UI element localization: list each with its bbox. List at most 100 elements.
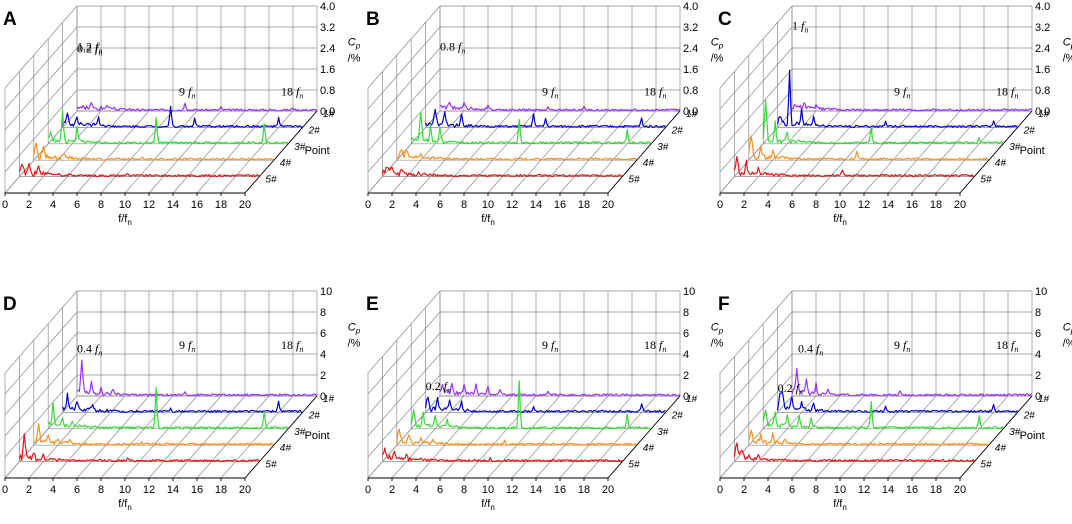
z-axis-title: Cp	[348, 321, 361, 335]
annotation-label: 1 fn	[792, 19, 808, 35]
x-tick-label: 0	[717, 484, 723, 496]
point-label: 5#	[628, 175, 640, 186]
point-label: 5#	[980, 175, 992, 186]
floor-gridline	[583, 395, 657, 479]
series-line-2#	[62, 392, 303, 413]
floor-gridline	[172, 395, 246, 479]
annotation-symbol: f	[551, 84, 556, 98]
x-tick-label: 14	[167, 199, 179, 211]
x-tick-label: 6	[74, 199, 80, 211]
side-wall-gridline	[4, 353, 78, 437]
annotation-sub: n	[1014, 91, 1018, 100]
side-wall-gridline	[719, 395, 793, 479]
floor-gridline	[463, 395, 537, 479]
floor-gridline	[911, 110, 985, 194]
floor-gridline	[887, 395, 961, 479]
floor-gridline	[743, 395, 817, 479]
side-wall-gridline	[367, 353, 441, 437]
floor-gridline	[767, 395, 841, 479]
point-label: 2#	[308, 410, 321, 421]
point-label: 1#	[323, 109, 335, 120]
annotation-symbol: f	[296, 338, 301, 352]
annotation-sub: n	[191, 345, 195, 354]
z-axis-title-sub: p	[1070, 41, 1072, 50]
point-label: 4#	[280, 158, 292, 169]
side-wall-gridline	[719, 332, 793, 416]
point-label: 1#	[1038, 394, 1050, 405]
series-line-3#	[47, 110, 289, 145]
point-label: 3#	[657, 142, 669, 153]
annotation-symbol: f	[816, 342, 821, 356]
floor-gridline	[559, 395, 633, 479]
point-label: 2#	[1023, 410, 1036, 421]
annotation-symbol: f	[444, 379, 449, 393]
side-wall-gridline	[367, 47, 441, 131]
floor-gridline	[415, 395, 489, 479]
z-tick-label: 1.6	[320, 64, 335, 76]
z-tick-label: 0.0	[683, 106, 698, 118]
depth-axis-title: Point	[1020, 430, 1045, 442]
point-label: 4#	[280, 443, 292, 454]
annotation-sub: n	[662, 345, 666, 354]
depth-axis	[959, 110, 1033, 194]
series-line-2#	[777, 391, 1019, 413]
x-tick-label: 20	[954, 199, 966, 211]
annotation-label: 9 fn	[179, 84, 195, 100]
series-line-4#	[396, 428, 638, 446]
floor-gridline	[28, 395, 102, 479]
point-label: 3#	[294, 427, 306, 438]
x-tick-label: 6	[437, 484, 443, 496]
z-axis-title: Cp	[711, 36, 724, 50]
series-line-5#	[381, 166, 623, 178]
panel-letter: D	[3, 294, 17, 315]
x-tick-label: 14	[882, 484, 894, 496]
z-tick-label: 2.4	[1035, 43, 1050, 55]
annotation-label: 0.4 fn	[798, 342, 823, 358]
x-tick-label: 0	[2, 199, 8, 211]
panel-A: A 0 2 4 6 8 10 12 14 16 18 20 f/fn 0.0 0.8 1.6 2.4 3.2 4.0…	[2, 1, 361, 227]
panel-letter: C	[718, 9, 732, 30]
x-tick-label: 2	[389, 484, 395, 496]
side-wall-gridline	[719, 353, 793, 437]
side-wall-gridline	[4, 290, 78, 374]
x-tick-label: 14	[530, 484, 542, 496]
annotation-symbol: f	[1011, 84, 1016, 98]
panel-letter: F	[718, 294, 730, 315]
series-line-1#	[791, 102, 1032, 112]
annotation-sub: n	[554, 345, 558, 354]
point-label: 3#	[1009, 427, 1021, 438]
x-tick-label: 6	[437, 199, 443, 211]
annotation-label: 18 fn	[644, 84, 666, 100]
z-tick-label: 6	[320, 328, 326, 340]
z-tick-label: 4	[320, 349, 326, 361]
annotation-label: 18 fn	[281, 84, 303, 100]
annotation-symbol: f	[95, 41, 100, 55]
annotation-sub: n	[554, 91, 558, 100]
annotation-sub: n	[1014, 345, 1018, 354]
z-tick-label: 10	[1035, 286, 1047, 298]
x-tick-label: 4	[765, 199, 771, 211]
x-axis-title-sub: n	[127, 503, 131, 512]
z-tick-label: 2	[683, 370, 689, 382]
floor-gridline	[559, 110, 633, 194]
z-tick-label: 4.0	[320, 1, 335, 13]
z-axis-title-sub: p	[1070, 326, 1072, 335]
side-wall-gridline	[4, 47, 78, 131]
z-tick-label: 10	[683, 286, 695, 298]
depth-axis	[607, 110, 681, 194]
annotation-symbol: f	[659, 338, 664, 352]
floor-gridline	[148, 395, 222, 479]
side-wall-gridline	[4, 332, 78, 416]
z-tick-label: 3.2	[320, 22, 335, 34]
annotation-label: 0.2 fn	[426, 379, 451, 395]
x-tick-label: 10	[482, 199, 494, 211]
floor-gridline	[220, 110, 294, 194]
point-label: 2#	[671, 410, 684, 421]
point-label: 2#	[308, 125, 321, 136]
floor-gridline	[863, 110, 937, 194]
floor-gridline	[76, 395, 150, 479]
floor-gridline	[196, 110, 270, 194]
x-tick-label: 8	[98, 199, 104, 211]
x-axis-title: f/fn	[481, 498, 495, 512]
floor-gridline	[583, 110, 657, 194]
